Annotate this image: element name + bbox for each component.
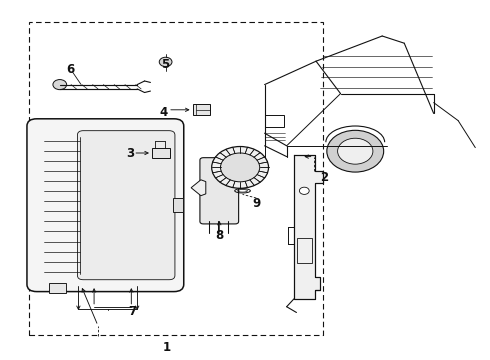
Text: 3: 3 xyxy=(126,147,134,159)
FancyBboxPatch shape xyxy=(77,131,175,280)
FancyBboxPatch shape xyxy=(200,158,239,224)
Polygon shape xyxy=(294,155,323,299)
Circle shape xyxy=(220,153,260,182)
Circle shape xyxy=(212,147,269,188)
FancyBboxPatch shape xyxy=(27,119,184,292)
Text: 5: 5 xyxy=(162,58,170,71)
Bar xyxy=(193,104,210,115)
Circle shape xyxy=(159,57,172,67)
Text: 2: 2 xyxy=(320,171,328,184)
Bar xyxy=(173,198,183,212)
Circle shape xyxy=(327,130,384,172)
Circle shape xyxy=(53,80,67,90)
Text: 4: 4 xyxy=(159,106,167,119)
Circle shape xyxy=(299,187,309,194)
Bar xyxy=(297,238,312,263)
Bar xyxy=(29,22,323,335)
Bar xyxy=(49,283,66,293)
Text: 8: 8 xyxy=(216,229,223,242)
Circle shape xyxy=(338,138,373,164)
Text: 1: 1 xyxy=(163,341,171,354)
Bar xyxy=(265,115,284,127)
Bar xyxy=(152,148,170,158)
Text: 7: 7 xyxy=(128,305,136,318)
Text: 9: 9 xyxy=(252,197,260,210)
Text: 6: 6 xyxy=(66,63,74,76)
Polygon shape xyxy=(191,180,206,196)
